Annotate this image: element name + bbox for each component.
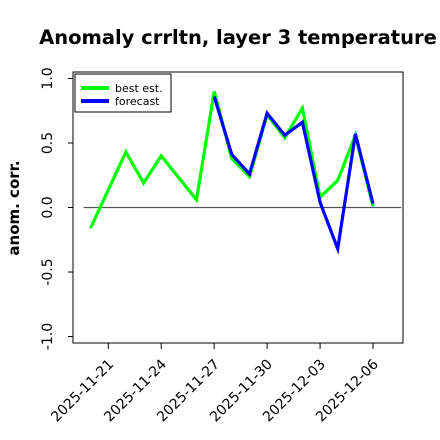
y-axis-label: anom. corr.: [5, 160, 23, 255]
series-line-best-est: [89, 90, 375, 229]
y-tick-label: -1.0: [40, 323, 56, 350]
legend-label-forecast: forecast: [115, 95, 160, 108]
y-tick-label: 0.5: [40, 132, 56, 154]
legend-box: [74, 73, 172, 113]
chart-title: Anomaly crrltn, layer 3 temperature: [39, 26, 437, 49]
y-tick-label: -0.5: [40, 258, 56, 285]
legend-label-best-est: best est.: [115, 82, 163, 95]
y-tick-label: 0.0: [40, 196, 56, 218]
legend: best est. forecast: [74, 73, 172, 113]
series-line-forecast: [212, 96, 375, 256]
y-tick-label: 1.0: [40, 67, 56, 89]
